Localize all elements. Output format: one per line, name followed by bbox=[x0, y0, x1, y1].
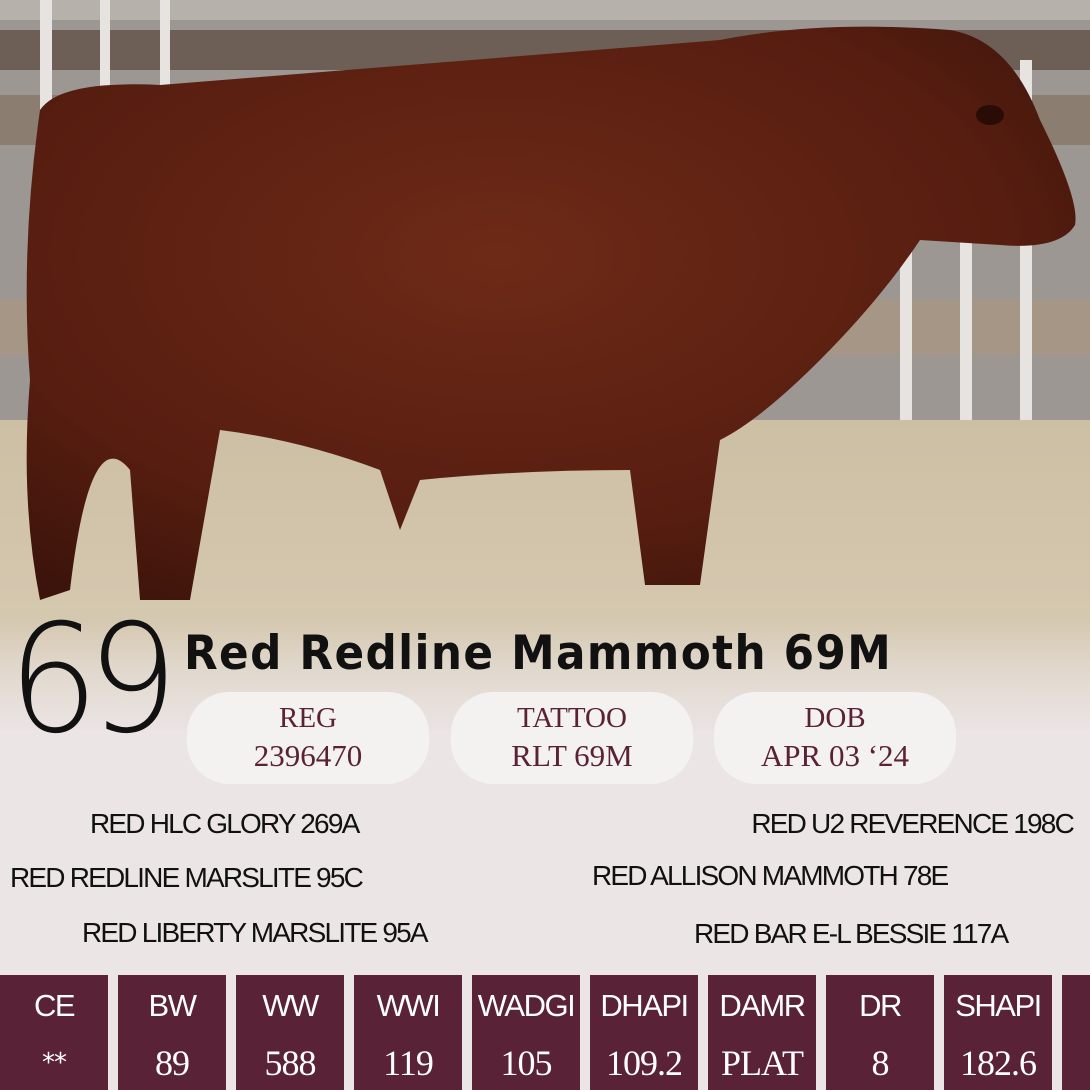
tattoo-value: RLT 69M bbox=[511, 738, 633, 773]
stat-value: PLAT bbox=[720, 1043, 804, 1083]
stat-dhapi: DHAPI 109.2 bbox=[590, 975, 698, 1090]
pedigree-dam-sire: RED U2 REVERENCE 198C bbox=[751, 808, 1074, 839]
pedigree-dam-dam: RED BAR E-L BESSIE 117A bbox=[694, 918, 1009, 949]
stat-bw: BW 89 bbox=[118, 975, 226, 1090]
stat-label: DR bbox=[859, 988, 902, 1023]
stat-value: 89 bbox=[155, 1043, 190, 1083]
stat-ww: WW 588 bbox=[236, 975, 344, 1090]
stat-label: SHAPI bbox=[955, 988, 1042, 1023]
reg-pill: REG 2396470 bbox=[187, 692, 429, 784]
stat-value: 105 bbox=[500, 1043, 553, 1083]
stat-shapi: SHAPI 182.6 bbox=[944, 975, 1052, 1090]
stat-value: 588 bbox=[264, 1043, 317, 1083]
stat-partial bbox=[1062, 975, 1090, 1090]
stat-label: DAMR bbox=[719, 988, 806, 1023]
stat-label: CE bbox=[33, 988, 76, 1023]
pedigree-sire-dam: RED LIBERTY MARSLITE 95A bbox=[82, 917, 429, 948]
reg-label: REG bbox=[279, 702, 337, 734]
pedigree-sire-sire: RED HLC GLORY 269A bbox=[90, 808, 360, 839]
stat-value: 119 bbox=[383, 1043, 434, 1083]
stat-value: 8 bbox=[871, 1043, 890, 1083]
bull-silhouette bbox=[26, 26, 1076, 600]
stat-wadgi: WADGI 105 bbox=[472, 975, 580, 1090]
stat-label: BW bbox=[148, 988, 197, 1023]
reg-value: 2396470 bbox=[253, 738, 363, 773]
tattoo-label: TATTOO bbox=[517, 702, 627, 734]
dob-label: DOB bbox=[804, 702, 866, 734]
stat-label: DHAPI bbox=[600, 988, 689, 1023]
stat-dr: DR 8 bbox=[826, 975, 934, 1090]
stat-value: ** bbox=[42, 1048, 67, 1078]
stat-label: WWI bbox=[376, 988, 441, 1023]
pedigree-dam: RED ALLISON MAMMOTH 78E bbox=[592, 860, 949, 891]
pedigree-sire: RED REDLINE MARSLITE 95C bbox=[10, 862, 364, 893]
dob-value: APR 03 ‘24 bbox=[760, 738, 910, 773]
dob-pill: DOB APR 03 ‘24 bbox=[714, 692, 956, 784]
stat-value: 182.6 bbox=[960, 1043, 1037, 1083]
stat-ce: CE ** bbox=[0, 975, 108, 1090]
stat-wwi: WWI 119 bbox=[354, 975, 462, 1090]
tattoo-pill: TATTOO RLT 69M bbox=[451, 692, 693, 784]
stat-value: 109.2 bbox=[606, 1043, 683, 1083]
stat-label: WW bbox=[262, 988, 319, 1023]
animal-name: Red Redline Mammoth 69M bbox=[184, 626, 893, 681]
stat-damr: DAMR PLAT bbox=[708, 975, 816, 1090]
lot-number: 69 bbox=[8, 593, 178, 767]
stat-label: WADGI bbox=[477, 988, 576, 1023]
